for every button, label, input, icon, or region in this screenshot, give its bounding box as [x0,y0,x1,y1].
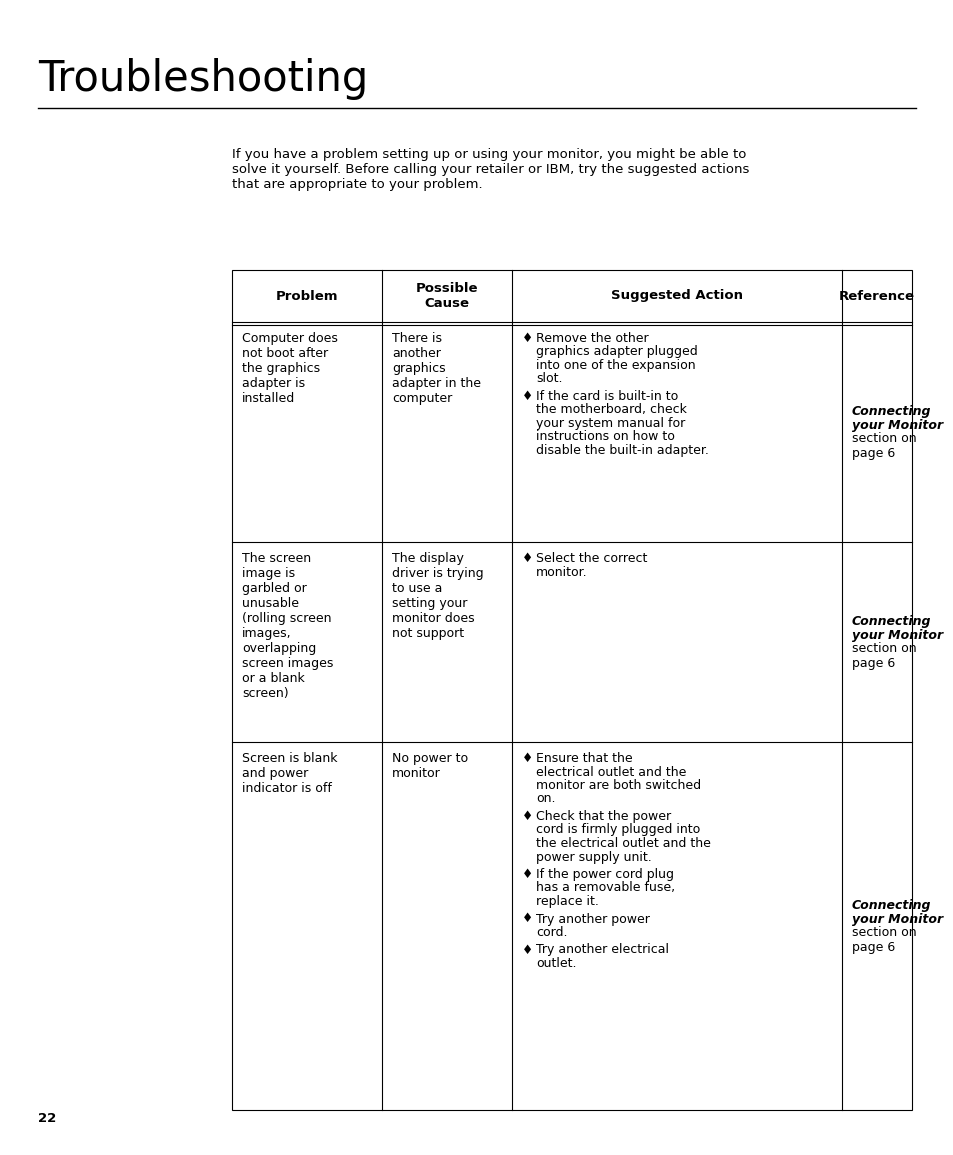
Text: Problem: Problem [275,290,338,303]
Text: ♦: ♦ [521,912,533,925]
Text: ♦: ♦ [521,390,533,403]
Text: ♦: ♦ [521,331,533,345]
Text: section on: section on [851,926,916,939]
Text: ♦: ♦ [521,944,533,956]
Text: Suggested Action: Suggested Action [610,290,742,303]
Text: If the card is built-in to: If the card is built-in to [536,390,678,403]
Text: monitor are both switched: monitor are both switched [536,778,700,792]
Text: Check that the power: Check that the power [536,810,670,824]
Text: Try another power: Try another power [536,912,649,925]
Text: your Monitor: your Monitor [851,418,943,432]
Text: Connecting: Connecting [851,899,930,911]
Text: Connecting: Connecting [851,614,930,627]
Text: The display
driver is trying
to use a
setting your
monitor does
not support: The display driver is trying to use a se… [392,552,483,640]
Text: slot.: slot. [536,373,562,386]
Text: If you have a problem setting up or using your monitor, you might be able to
sol: If you have a problem setting up or usin… [232,148,749,191]
Text: power supply unit.: power supply unit. [536,850,651,864]
Bar [232,270,911,1110]
Text: Try another electrical: Try another electrical [536,944,668,956]
Text: your system manual for: your system manual for [536,417,684,430]
Text: disable the built-in adapter.: disable the built-in adapter. [536,444,708,457]
Text: Reference: Reference [838,290,914,303]
Text: monitor.: monitor. [536,566,587,579]
Text: Ensure that the: Ensure that the [536,752,632,765]
Text: has a removable fuse,: has a removable fuse, [536,881,675,894]
Text: ♦: ♦ [521,752,533,765]
Text: page 6: page 6 [851,940,894,954]
Text: No power to
monitor: No power to monitor [392,752,468,780]
Text: page 6: page 6 [851,656,894,670]
Text: If the power cord plug: If the power cord plug [536,869,673,881]
Text: section on: section on [851,642,916,656]
Text: your Monitor: your Monitor [851,628,943,641]
Text: Select the correct: Select the correct [536,552,647,565]
Text: your Monitor: your Monitor [851,912,943,925]
Text: Troubleshooting: Troubleshooting [38,58,368,100]
Text: page 6: page 6 [851,447,894,460]
Text: outlet.: outlet. [536,957,576,970]
Text: 22: 22 [38,1112,56,1125]
Text: into one of the expansion: into one of the expansion [536,359,695,372]
Text: Remove the other: Remove the other [536,331,648,345]
Text: The screen
image is
garbled or
unusable
(rolling screen
images,
overlapping
scre: The screen image is garbled or unusable … [242,552,333,700]
Text: cord.: cord. [536,926,567,939]
Text: Screen is blank
and power
indicator is off: Screen is blank and power indicator is o… [242,752,337,795]
Text: ♦: ♦ [521,552,533,565]
Text: the motherboard, check: the motherboard, check [536,403,686,417]
Text: section on: section on [851,432,916,446]
Text: ♦: ♦ [521,869,533,881]
Text: the electrical outlet and the: the electrical outlet and the [536,837,710,850]
Text: There is
another
graphics
adapter in the
computer: There is another graphics adapter in the… [392,331,480,405]
Text: replace it.: replace it. [536,895,598,908]
Text: Computer does
not boot after
the graphics
adapter is
installed: Computer does not boot after the graphic… [242,331,337,405]
Text: Possible
Cause: Possible Cause [416,282,477,310]
Text: ♦: ♦ [521,810,533,824]
Text: instructions on how to: instructions on how to [536,431,674,444]
Text: on.: on. [536,792,555,805]
Text: graphics adapter plugged: graphics adapter plugged [536,345,697,358]
Text: cord is firmly plugged into: cord is firmly plugged into [536,824,700,836]
Text: electrical outlet and the: electrical outlet and the [536,766,685,778]
Text: Connecting: Connecting [851,404,930,417]
